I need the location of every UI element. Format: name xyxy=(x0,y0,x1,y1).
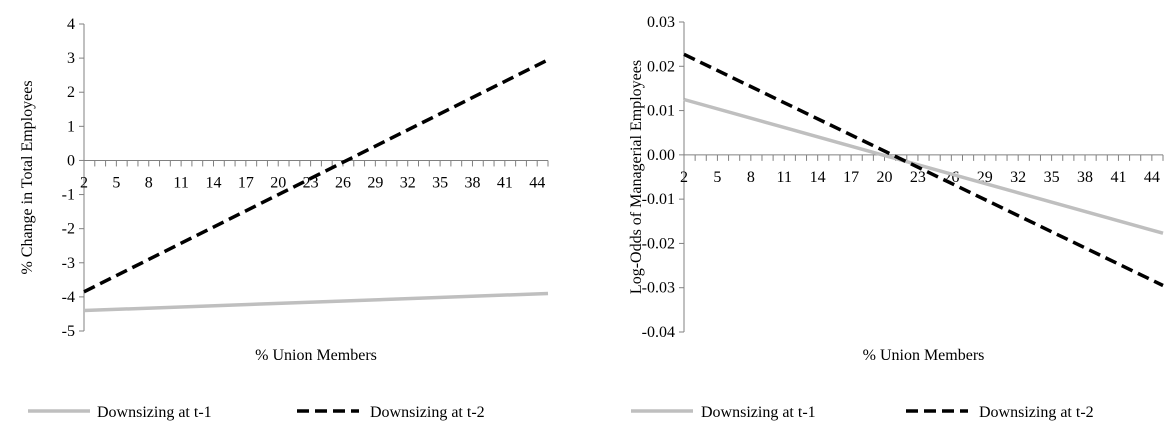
y-tick-label: 0.01 xyxy=(647,103,675,120)
x-tick-label: 41 xyxy=(497,174,513,191)
y-axis-title: % Change in Total Employees xyxy=(19,80,36,274)
y-tick-label: -3 xyxy=(62,255,75,272)
legend-label-1: Downsizing at t-1 xyxy=(97,404,212,421)
x-tick-label: 11 xyxy=(173,174,188,191)
x-tick-label: 5 xyxy=(112,174,120,191)
y-tick-label: -0.02 xyxy=(642,235,675,252)
x-tick-label: 20 xyxy=(270,174,286,191)
y-tick-label: -5 xyxy=(62,323,75,340)
legend-label-2: Downsizing at t-2 xyxy=(370,404,485,421)
x-tick-label: 17 xyxy=(238,174,254,191)
y-tick-label: 0.02 xyxy=(647,58,675,75)
x-tick-label: 38 xyxy=(1077,169,1093,186)
x-tick-label: 14 xyxy=(205,174,221,191)
x-tick-label: 11 xyxy=(777,169,792,186)
series-line-1 xyxy=(683,97,1164,235)
x-tick-label: 20 xyxy=(877,169,893,186)
y-tick-label: -2 xyxy=(62,221,75,238)
x-tick-label: 23 xyxy=(303,174,319,191)
x-tick-label: 32 xyxy=(1010,169,1026,186)
y-tick-label: 1 xyxy=(67,118,75,135)
x-tick-label: 2 xyxy=(80,174,88,191)
x-tick-label: 17 xyxy=(843,169,859,186)
x-tick-label: 44 xyxy=(529,174,545,191)
y-tick-label: -0.04 xyxy=(642,324,675,341)
x-tick-label: 35 xyxy=(1044,169,1060,186)
chart-managerial-employees: 0.03 0.02 0.01 0.00 -0.01 -0.02 -0.03 -0.04 2 5 8 1… xyxy=(628,14,1164,421)
x-tick-label: 2 xyxy=(680,169,688,186)
legend-label-2: Downsizing at t-2 xyxy=(979,404,1094,421)
x-tick-label: 41 xyxy=(1110,169,1126,186)
x-tick-label: 38 xyxy=(464,174,480,191)
y-tick-label: 0.00 xyxy=(647,147,675,164)
y-tick-label: -0.03 xyxy=(642,280,675,297)
y-tick-label: -1 xyxy=(62,187,75,204)
y-tick-label: 4 xyxy=(67,16,75,33)
x-tick-label: 35 xyxy=(432,174,448,191)
x-tick-label: 44 xyxy=(1144,169,1160,186)
series-line-2 xyxy=(83,58,549,294)
series-line-2 xyxy=(683,52,1164,288)
x-tick-label: 26 xyxy=(335,174,351,191)
y-tick-label: -4 xyxy=(62,289,75,306)
y-axis-title: Log-Odds of Managerial Employees xyxy=(628,60,645,294)
y-tick-label: 0.03 xyxy=(647,14,675,31)
x-tick-label: 5 xyxy=(713,169,721,186)
x-axis-title: % Union Members xyxy=(255,347,377,364)
x-tick-label: 23 xyxy=(910,169,926,186)
series-line-1 xyxy=(83,291,549,313)
x-axis-title: % Union Members xyxy=(863,347,985,364)
legend-label-1: Downsizing at t-1 xyxy=(701,404,816,421)
y-tick-label: 0 xyxy=(67,152,75,169)
y-tick-label: 3 xyxy=(67,50,75,67)
x-tick-label: 29 xyxy=(367,174,383,191)
x-tick-label: 8 xyxy=(747,169,755,186)
x-tick-label: 32 xyxy=(400,174,416,191)
y-tick-label: -0.01 xyxy=(642,191,675,208)
x-tick-label: 14 xyxy=(810,169,826,186)
y-tick-label: 2 xyxy=(67,84,75,101)
x-tick-label: 8 xyxy=(145,174,153,191)
